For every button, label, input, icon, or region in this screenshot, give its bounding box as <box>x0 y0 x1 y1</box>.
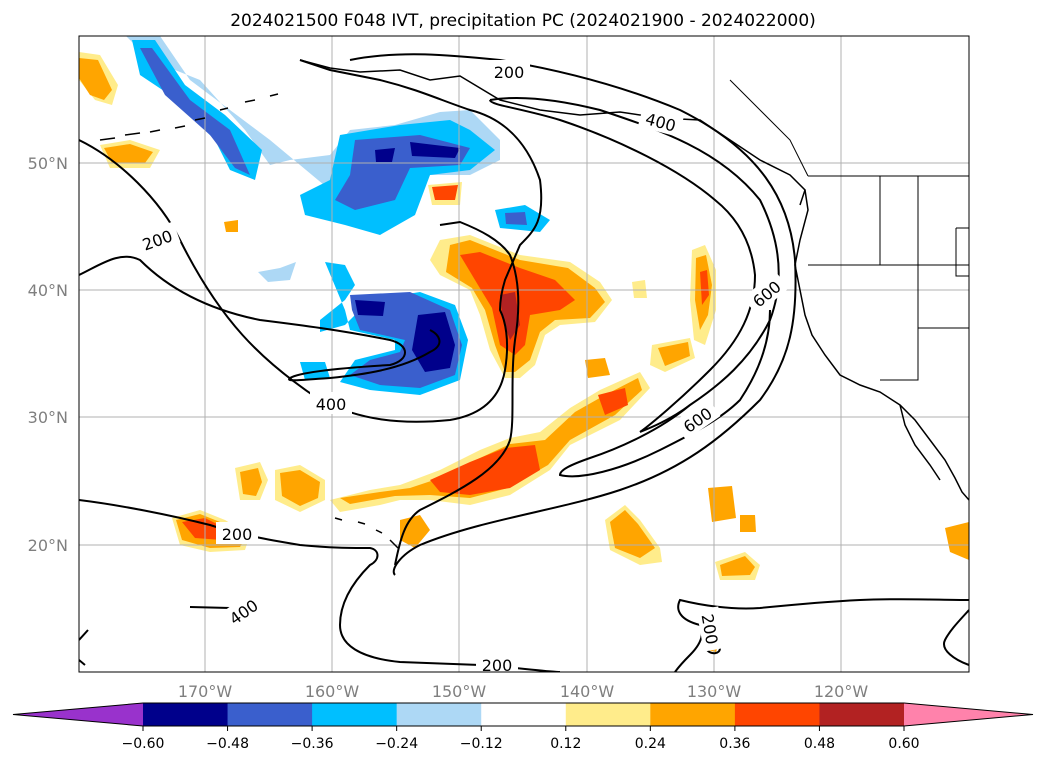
alaska-canada-border <box>729 79 809 177</box>
precip-negative-areas <box>126 36 550 395</box>
alaska-coast <box>299 59 806 206</box>
pos-area-small-ab <box>432 185 458 200</box>
neg-area-small-3 <box>258 262 296 282</box>
lat-label-30n: 30°N <box>28 408 68 427</box>
contour-400-east <box>394 220 520 566</box>
longitude-labels: 170°W 160°W 150°W 140°W 130°W 120°W <box>178 682 869 701</box>
neg-area-gulf-3 <box>375 142 460 162</box>
pos-area-w-2b <box>280 470 320 506</box>
contour-label-1: 200 <box>494 63 525 82</box>
pos-area-small-d <box>632 280 647 298</box>
political-borders <box>729 79 969 381</box>
colorbar-tick-label: −0.12 <box>460 736 503 752</box>
colorbar-tick-label: 0.24 <box>635 736 666 752</box>
state-borders <box>808 176 969 381</box>
neg-area-north-band-3 <box>140 48 250 175</box>
latitude-labels: 50°N 40°N 30°N 20°N <box>28 154 68 555</box>
figure-title: 2024021500 F048 IVT, precipitation PC (2… <box>230 11 816 31</box>
colorbar-segment <box>481 703 567 726</box>
pos-area-nw-1b <box>79 58 112 100</box>
pos-area-small-e <box>224 220 238 232</box>
pos-area-small-c <box>585 358 610 378</box>
pos-area-small-bb <box>658 342 690 366</box>
colorbar-segment <box>650 703 736 726</box>
contour-sw-edge <box>79 629 89 666</box>
colorbar-tick-label: 0.12 <box>550 736 581 752</box>
contour-200-south <box>79 499 561 672</box>
lat-label-40n: 40°N <box>28 281 68 300</box>
pos-area-ne-1c <box>700 270 709 305</box>
pos-area-w-1b <box>240 468 262 496</box>
colorbar-tick-label: 0.48 <box>804 736 835 752</box>
colorbar-tick-label: −0.24 <box>375 736 418 752</box>
map-panel: 200 400 200 400 600 600 200 400 200 200 <box>78 35 970 675</box>
graticule <box>79 36 969 672</box>
lon-label-170w: 170°W <box>178 682 233 701</box>
colorbar-tick-label: −0.36 <box>291 736 334 752</box>
lon-label-140w: 140°W <box>560 682 615 701</box>
contour-600-inner <box>558 309 771 478</box>
colorbar-tick-label: 0.60 <box>888 736 919 752</box>
pos-area-se-1 <box>945 522 969 560</box>
lon-label-130w: 130°W <box>687 682 742 701</box>
lon-label-150w: 150°W <box>432 682 487 701</box>
colorbar-tick-label: −0.60 <box>122 736 165 752</box>
lon-label-160w: 160°W <box>305 682 360 701</box>
contour-label-7: 200 <box>222 525 253 544</box>
colorbar-segment <box>819 703 905 726</box>
colorbar-segment <box>396 703 482 726</box>
pos-area-s-5b <box>720 556 755 576</box>
pos-area-nw-2b <box>104 144 153 163</box>
baja-california <box>899 404 941 481</box>
colorbar-segment <box>734 703 820 726</box>
contour-label-4: 400 <box>316 395 347 414</box>
colorbar-segment <box>143 703 229 726</box>
lat-label-20n: 20°N <box>28 536 68 555</box>
hawaii-islands <box>334 517 399 549</box>
contour-200-southeast <box>674 598 969 672</box>
pos-area-central-4 <box>500 292 520 340</box>
lat-label-50n: 50°N <box>28 154 68 173</box>
neg-area-small-1b <box>505 212 527 225</box>
pos-area-s-4 <box>740 515 756 532</box>
aleutian-islands <box>99 93 279 141</box>
contour-400 <box>79 255 441 382</box>
pos-area-band-3 <box>430 388 628 495</box>
colorbar-extend-min <box>13 703 143 726</box>
pos-area-w-3c <box>182 518 225 540</box>
colorbar: −0.60 −0.48 −0.36 −0.24 −0.12 0.12 0.24 0.36 0.4… <box>12 702 1034 752</box>
contour-label-9: 200 <box>482 656 513 675</box>
colorbar-tick-label: −0.48 <box>206 736 249 752</box>
contour-600 <box>489 97 780 433</box>
map-frame <box>78 35 970 673</box>
contour-labels: 200 400 200 400 600 600 200 400 200 200 <box>133 60 790 675</box>
colorbar-segment <box>227 703 313 726</box>
contour-se-edge <box>943 609 969 666</box>
colorbar-segment <box>565 703 651 726</box>
pos-area-s-2b <box>610 510 655 558</box>
contour-200-north <box>79 59 543 423</box>
colorbar-tick-label: 0.36 <box>719 736 750 752</box>
neg-area-central-3 <box>355 300 455 372</box>
pos-area-s-3 <box>708 486 736 522</box>
colorbar-extend-max <box>904 703 1033 726</box>
colorbar-segment <box>312 703 398 726</box>
lon-label-120w: 120°W <box>814 682 869 701</box>
